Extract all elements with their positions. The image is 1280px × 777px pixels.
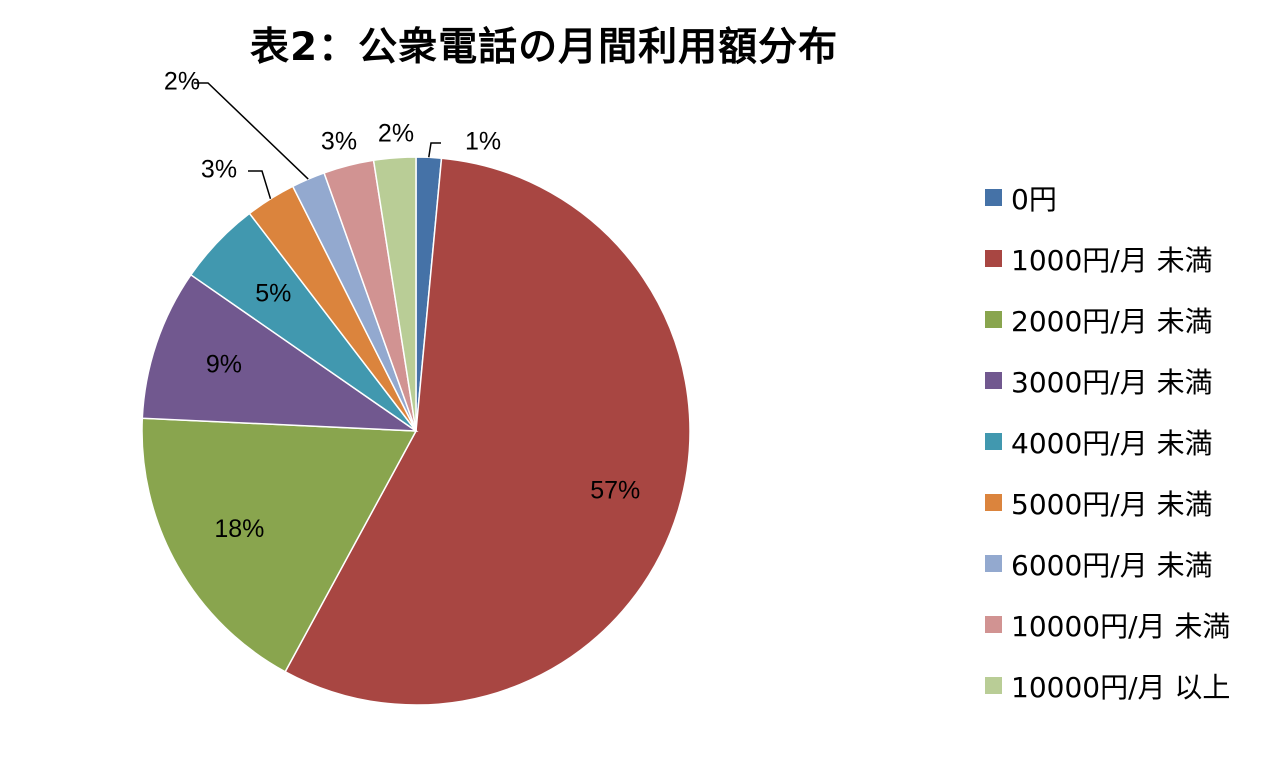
- legend-swatch-6: [985, 555, 1002, 572]
- chart-legend: 0円 1000円/月 未満 2000円/月 未満 3000円/月 未満 4000円/月 …: [985, 167, 1230, 716]
- legend-label-7: 10000円/月 未満: [1011, 609, 1231, 643]
- data-label-2: 18%: [214, 515, 264, 543]
- legend-label-1: 1000円/月 未満: [1011, 243, 1213, 277]
- leader-line-5: [248, 170, 272, 200]
- legend-label-2: 2000円/月 未満: [1011, 304, 1213, 338]
- legend-label-4: 4000円/月 未満: [1011, 426, 1213, 460]
- data-label-5: 3%: [201, 156, 237, 184]
- legend-item-6: 6000円/月 未満: [985, 533, 1230, 594]
- legend-item-8: 10000円/月 以上: [985, 655, 1230, 716]
- data-label-3: 9%: [206, 351, 242, 379]
- legend-item-0: 0円: [985, 167, 1230, 228]
- pie-slices: [141, 156, 691, 706]
- legend-item-4: 4000円/月 未満: [985, 411, 1230, 472]
- legend-swatch-1: [985, 250, 1002, 267]
- legend-item-1: 1000円/月 未満: [985, 228, 1230, 289]
- legend-label-0: 0円: [1011, 182, 1057, 216]
- pie-data-labels: 1% 57% 18% 9% 5% 3% 2% 3% 2%: [164, 68, 640, 544]
- legend-item-2: 2000円/月 未満: [985, 289, 1230, 350]
- legend-item-7: 10000円/月 未満: [985, 594, 1230, 655]
- legend-label-8: 10000円/月 以上: [1011, 670, 1231, 704]
- legend-label-6: 6000円/月 未満: [1011, 548, 1213, 582]
- leader-line-0: [428, 142, 441, 158]
- legend-swatch-4: [985, 433, 1002, 450]
- data-label-1: 57%: [590, 476, 640, 504]
- legend-swatch-2: [985, 311, 1002, 328]
- legend-swatch-8: [985, 677, 1002, 694]
- legend-swatch-3: [985, 372, 1002, 389]
- legend-swatch-7: [985, 616, 1002, 633]
- data-label-8: 2%: [378, 120, 414, 148]
- chart-title: 表2：公衆電話の月間利用額分布: [250, 25, 839, 70]
- pie-leader-lines: [194, 82, 441, 200]
- slice-3: [141, 273, 419, 432]
- slice-1: [284, 157, 691, 706]
- slice-8: [372, 156, 417, 432]
- slice-2: [141, 417, 418, 673]
- data-label-6: 2%: [164, 68, 200, 96]
- data-label-4: 5%: [255, 279, 291, 307]
- legend-swatch-0: [985, 189, 1002, 206]
- data-label-0: 1%: [465, 128, 501, 156]
- data-label-7: 3%: [321, 128, 357, 156]
- legend-label-3: 3000円/月 未満: [1011, 365, 1213, 399]
- legend-swatch-5: [985, 494, 1002, 511]
- legend-item-3: 3000円/月 未満: [985, 350, 1230, 411]
- leader-line-6: [194, 82, 309, 180]
- legend-label-5: 5000円/月 未満: [1011, 487, 1213, 521]
- legend-item-5: 5000円/月 未満: [985, 472, 1230, 533]
